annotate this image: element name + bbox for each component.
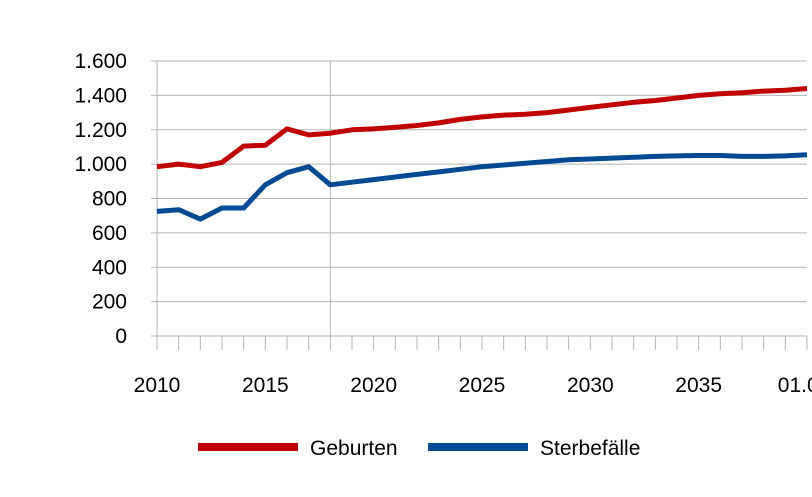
y-tick-label: 0 [115,325,127,348]
series-line-geburten [156,86,808,170]
x-tick-label: 2010 [134,374,181,397]
x-tick-label: 2015 [242,374,289,397]
y-tick-label: 800 [92,188,127,211]
legend: Geburten Sterbefälle [198,437,640,460]
y-tick-label: 200 [92,291,127,314]
legend-label-geburten: Geburten [310,437,398,460]
y-tick-label: 1.200 [74,119,127,142]
legend-label-sterbefaelle: Sterbefälle [540,437,640,460]
series-line-sterbefaelle [156,152,808,222]
axes [151,60,808,350]
y-tick-label: 1.600 [74,50,127,73]
y-tick-label: 1.000 [74,153,127,176]
x-tick-label: 2020 [350,374,397,397]
y-tick-label: 1.400 [74,84,127,107]
series-lines [156,86,808,222]
y-tick-label: 400 [92,256,127,279]
x-tick-label: 2035 [675,374,722,397]
x-tick-label: 2030 [567,374,614,397]
y-tick-label: 600 [92,222,127,245]
x-tick-label: 01.08. [778,374,812,397]
grid-lines [157,60,807,336]
y-axis-tick-labels: 0 200 400 600 800 1.000 1.200 1.400 1.600 [74,50,127,348]
x-tick-label: 2025 [459,374,506,397]
x-axis-tick-labels: 2010 2015 2020 2025 2030 2035 01.08. [134,374,812,397]
